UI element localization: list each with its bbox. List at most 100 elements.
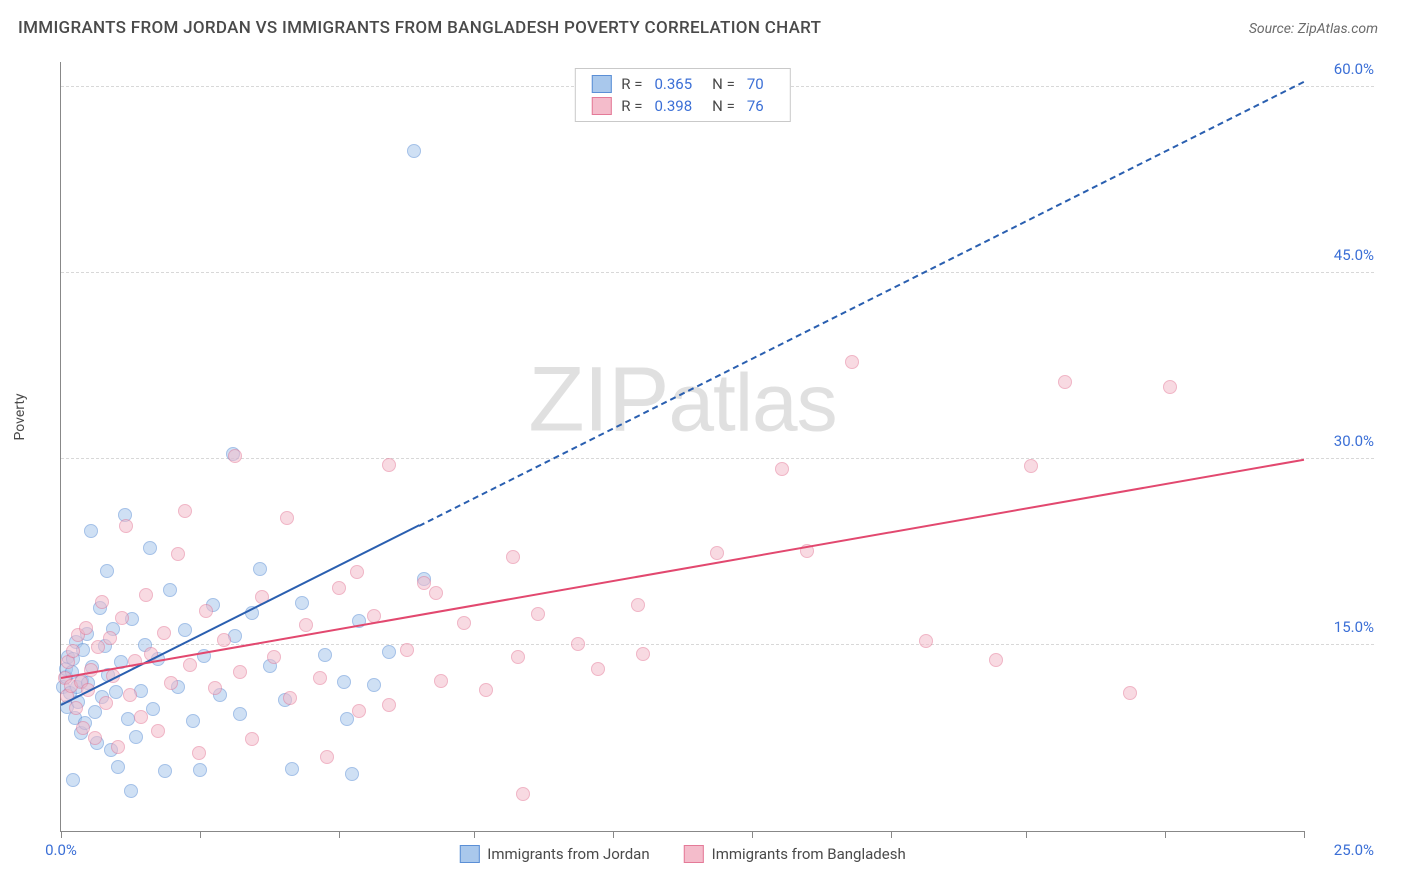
scatter-point: [143, 541, 157, 555]
scatter-point: [100, 564, 114, 578]
scatter-point: [382, 645, 396, 659]
scatter-point: [350, 565, 364, 579]
correlation-legend-row: R = 0.398 N = 76: [575, 95, 789, 117]
watermark: ZIPatlas: [528, 348, 836, 453]
scatter-point: [163, 583, 177, 597]
scatter-point: [340, 712, 354, 726]
r-label: R =: [621, 97, 642, 115]
x-tick: [474, 831, 475, 838]
scatter-point: [775, 462, 789, 476]
scatter-point: [434, 674, 448, 688]
scatter-point: [95, 595, 109, 609]
scatter-point: [989, 653, 1003, 667]
scatter-point: [919, 634, 933, 648]
series-legend: Immigrants from Jordan Immigrants from B…: [459, 845, 905, 863]
scatter-point: [99, 696, 113, 710]
scatter-point: [245, 732, 259, 746]
scatter-point: [506, 550, 520, 564]
scatter-point: [1163, 380, 1177, 394]
scatter-point: [115, 611, 129, 625]
series-label-bangladesh: Immigrants from Bangladesh: [712, 845, 906, 863]
scatter-point: [457, 616, 471, 630]
x-tick: [752, 831, 753, 838]
legend-swatch-bangladesh: [684, 845, 704, 863]
scatter-point: [429, 586, 443, 600]
scatter-point: [253, 562, 267, 576]
scatter-point: [178, 504, 192, 518]
trend-line: [419, 81, 1305, 527]
scatter-point: [407, 144, 421, 158]
x-tick: [891, 831, 892, 838]
scatter-point: [352, 704, 366, 718]
r-value-jordan: 0.365: [654, 75, 692, 93]
legend-swatch-jordan: [591, 75, 611, 93]
scatter-point: [171, 547, 185, 561]
chart-title: IMMIGRANTS FROM JORDAN VS IMMIGRANTS FRO…: [18, 18, 821, 38]
scatter-point: [151, 724, 165, 738]
scatter-point: [299, 618, 313, 632]
scatter-point: [320, 750, 334, 764]
scatter-point: [516, 787, 530, 801]
scatter-point: [1123, 686, 1137, 700]
x-axis-origin-label: 0.0%: [45, 841, 77, 859]
scatter-point: [91, 640, 105, 654]
scatter-point: [139, 588, 153, 602]
scatter-point: [337, 675, 351, 689]
series-legend-item: Immigrants from Jordan: [459, 845, 649, 863]
scatter-point: [318, 648, 332, 662]
scatter-point: [417, 576, 431, 590]
y-tick-label: 45.0%: [1310, 246, 1374, 264]
scatter-point: [88, 731, 102, 745]
scatter-point: [129, 730, 143, 744]
scatter-point: [228, 449, 242, 463]
scatter-point: [382, 458, 396, 472]
chart-container: Poverty ZIPatlas R = 0.365 N = 70 R = 0.…: [18, 54, 1384, 874]
scatter-point: [109, 685, 123, 699]
scatter-point: [183, 658, 197, 672]
scatter-point: [111, 740, 125, 754]
scatter-point: [845, 355, 859, 369]
scatter-point: [208, 681, 222, 695]
legend-swatch-jordan: [459, 845, 479, 863]
x-tick: [61, 831, 62, 838]
scatter-point: [267, 650, 281, 664]
r-value-bangladesh: 0.398: [654, 97, 692, 115]
scatter-point: [178, 623, 192, 637]
scatter-point: [531, 607, 545, 621]
trend-line: [61, 459, 1304, 679]
scatter-point: [332, 581, 346, 595]
legend-swatch-bangladesh: [591, 97, 611, 115]
scatter-point: [66, 773, 80, 787]
scatter-point: [84, 524, 98, 538]
scatter-point: [511, 650, 525, 664]
scatter-point: [285, 762, 299, 776]
y-tick-label: 60.0%: [1310, 60, 1374, 78]
scatter-point: [710, 546, 724, 560]
scatter-point: [157, 626, 171, 640]
scatter-point: [103, 631, 117, 645]
scatter-point: [193, 763, 207, 777]
scatter-point: [283, 691, 297, 705]
scatter-point: [233, 707, 247, 721]
y-tick-label: 15.0%: [1310, 618, 1374, 636]
scatter-point: [400, 643, 414, 657]
scatter-point: [186, 714, 200, 728]
scatter-point: [192, 746, 206, 760]
scatter-point: [591, 662, 605, 676]
y-tick-label: 30.0%: [1310, 432, 1374, 450]
scatter-point: [134, 710, 148, 724]
scatter-point: [233, 665, 247, 679]
scatter-point: [571, 637, 585, 651]
scatter-point: [1058, 375, 1072, 389]
watermark-suffix: atlas: [668, 358, 836, 449]
scatter-point: [636, 647, 650, 661]
scatter-point: [124, 784, 138, 798]
x-tick: [1304, 831, 1305, 838]
scatter-point: [479, 683, 493, 697]
x-tick: [339, 831, 340, 838]
scatter-point: [367, 678, 381, 692]
chart-header: IMMIGRANTS FROM JORDAN VS IMMIGRANTS FRO…: [0, 0, 1406, 46]
scatter-point: [123, 688, 137, 702]
scatter-point: [345, 767, 359, 781]
series-legend-item: Immigrants from Bangladesh: [684, 845, 906, 863]
